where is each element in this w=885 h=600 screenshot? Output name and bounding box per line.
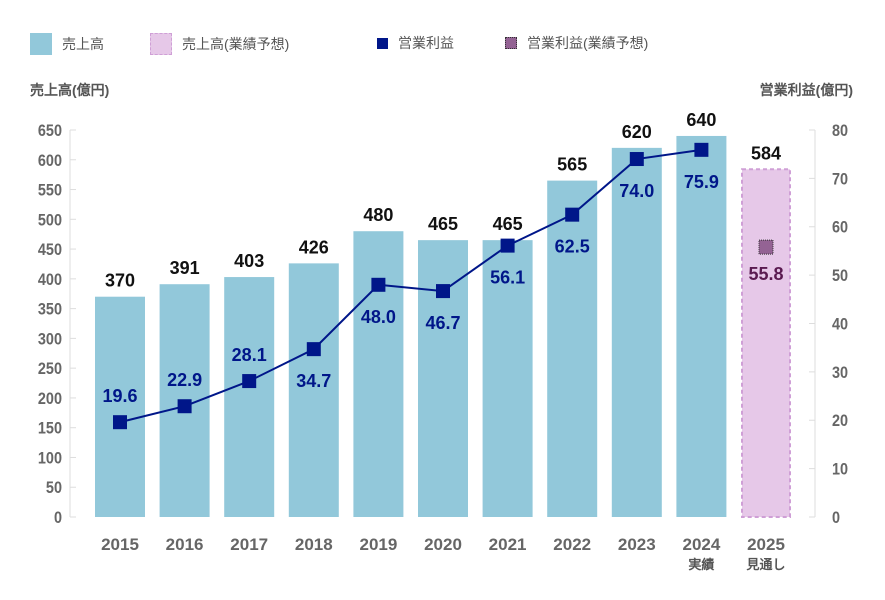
x-tick-label: 2019 bbox=[359, 535, 397, 554]
profit-marker bbox=[177, 399, 192, 414]
profit-forecast-value-label: 55.8 bbox=[748, 264, 783, 284]
profit-value-label: 56.1 bbox=[490, 268, 525, 288]
y-tick-label-right: 0 bbox=[832, 509, 840, 527]
bar bbox=[547, 180, 598, 517]
y-axis-left-title: 売上高(億円) bbox=[30, 82, 110, 98]
y-tick-label-left: 650 bbox=[38, 122, 62, 140]
y-tick-label-left: 500 bbox=[38, 211, 62, 229]
x-tick-label: 2025 bbox=[747, 535, 785, 554]
profit-marker bbox=[113, 415, 127, 430]
legend-swatch-profit bbox=[377, 37, 388, 49]
bar bbox=[288, 263, 339, 517]
profit-marker bbox=[306, 342, 321, 357]
legend-profit: 営業利益 bbox=[377, 33, 454, 53]
legend-label: 営業利益 bbox=[398, 35, 454, 51]
legend-label: 営業利益(業績予想) bbox=[527, 35, 649, 51]
x-tick-label: 2015 bbox=[101, 535, 139, 554]
bar bbox=[353, 231, 404, 517]
bar-value-label: 370 bbox=[105, 271, 135, 291]
profit-marker bbox=[436, 284, 450, 299]
bar bbox=[224, 277, 275, 517]
x-tick-label: 2024 bbox=[682, 535, 720, 554]
profit-value-label: 28.1 bbox=[232, 345, 267, 365]
y-tick-label-left: 100 bbox=[38, 449, 62, 467]
bar bbox=[676, 135, 727, 517]
y-tick-label-left: 550 bbox=[38, 182, 62, 200]
bar-value-label: 480 bbox=[363, 205, 393, 225]
bar-value-label: 584 bbox=[751, 143, 781, 163]
y-tick-label-right: 70 bbox=[832, 170, 848, 188]
y-tick-label-right: 50 bbox=[832, 267, 848, 285]
bar-value-label: 465 bbox=[493, 214, 523, 234]
profit-marker bbox=[694, 142, 709, 157]
legend-sales: 売上高 bbox=[30, 33, 104, 55]
y-tick-label-right: 40 bbox=[832, 315, 848, 333]
profit-marker bbox=[371, 277, 386, 292]
y-tick-label-right: 10 bbox=[832, 461, 848, 479]
legend-sales-forecast: 売上高(業績予想) bbox=[150, 33, 289, 55]
bar bbox=[482, 240, 533, 517]
profit-value-label: 34.7 bbox=[296, 371, 331, 391]
x-tick-sublabel: 実績 bbox=[688, 557, 714, 572]
y-tick-label-left: 50 bbox=[46, 479, 62, 497]
y-tick-label-left: 600 bbox=[38, 152, 62, 170]
x-tick-label: 2022 bbox=[553, 535, 591, 554]
y-tick-label-left: 0 bbox=[54, 509, 62, 527]
profit-marker bbox=[629, 152, 644, 167]
x-tick-label: 2020 bbox=[424, 535, 462, 554]
y-tick-label-right: 60 bbox=[832, 219, 848, 237]
profit-value-label: 22.9 bbox=[167, 370, 202, 390]
y-tick-label-left: 300 bbox=[38, 330, 62, 348]
profit-value-label: 19.6 bbox=[102, 386, 137, 406]
profit-marker bbox=[242, 374, 257, 389]
y-tick-label-right: 30 bbox=[832, 364, 848, 382]
bar-value-label: 465 bbox=[428, 214, 458, 234]
y-axis-right-title: 営業利益(億円) bbox=[759, 82, 853, 98]
legend-label: 売上高 bbox=[62, 36, 104, 52]
profit-marker bbox=[565, 207, 580, 222]
legend-label: 売上高(業績予想) bbox=[182, 36, 290, 52]
y-tick-label-left: 200 bbox=[38, 390, 62, 408]
legend-swatch-sales-forecast bbox=[150, 33, 172, 55]
profit-value-label: 62.5 bbox=[555, 237, 590, 257]
profit-value-label: 46.7 bbox=[425, 313, 460, 333]
bar-value-label: 391 bbox=[170, 258, 200, 278]
bar bbox=[95, 296, 145, 517]
y-tick-label-left: 450 bbox=[38, 241, 62, 259]
bar-value-label: 565 bbox=[557, 155, 587, 175]
forecast-bar bbox=[741, 168, 791, 518]
profit-forecast-marker bbox=[758, 239, 774, 255]
profit-value-label: 74.0 bbox=[619, 181, 654, 201]
x-tick-label: 2023 bbox=[618, 535, 656, 554]
x-tick-label: 2018 bbox=[295, 535, 333, 554]
y-tick-label-left: 350 bbox=[38, 301, 62, 319]
y-tick-label-left: 400 bbox=[38, 271, 62, 289]
profit-value-label: 75.9 bbox=[684, 172, 719, 192]
x-tick-label: 2016 bbox=[166, 535, 204, 554]
legend-swatch-profit-forecast bbox=[505, 37, 517, 49]
y-tick-label-right: 80 bbox=[832, 122, 848, 140]
bar-value-label: 403 bbox=[234, 251, 264, 271]
profit-value-label: 48.0 bbox=[361, 307, 396, 327]
x-tick-label: 2017 bbox=[230, 535, 268, 554]
bar-value-label: 620 bbox=[622, 122, 652, 142]
y-tick-label-left: 250 bbox=[38, 360, 62, 378]
legend-swatch-sales bbox=[30, 33, 52, 55]
bar bbox=[611, 147, 662, 517]
profit-marker bbox=[500, 238, 515, 253]
x-tick-label: 2021 bbox=[489, 535, 527, 554]
bar bbox=[418, 240, 468, 517]
bar-value-label: 640 bbox=[686, 110, 716, 130]
legend-profit-forecast: 営業利益(業績予想) bbox=[505, 33, 648, 53]
y-tick-label-left: 150 bbox=[38, 420, 62, 438]
y-tick-label-right: 20 bbox=[832, 412, 848, 430]
profit-line bbox=[119, 148, 702, 424]
bar-value-label: 426 bbox=[299, 237, 329, 257]
x-tick-sublabel: 見通し bbox=[745, 557, 785, 572]
